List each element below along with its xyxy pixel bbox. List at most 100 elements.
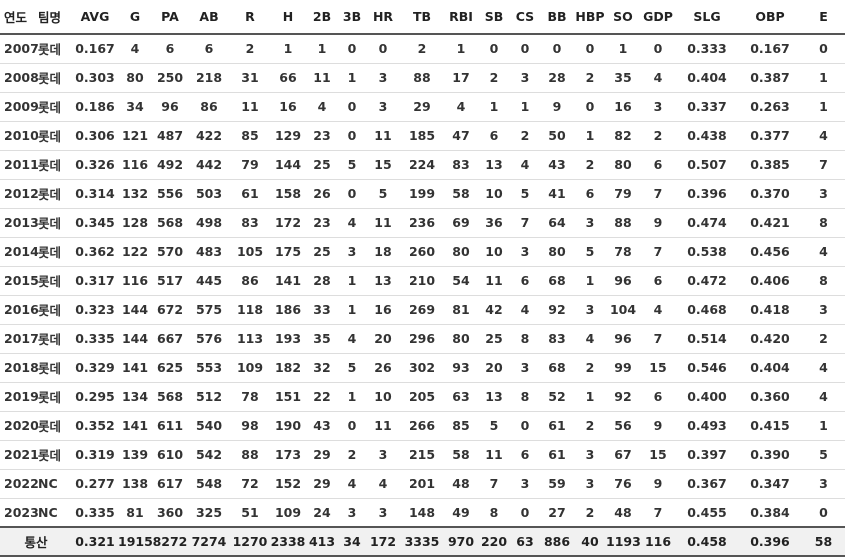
column-header: HBP <box>574 0 606 35</box>
table-row: 2023 NC 0.335 81 360 325 51 109 24 3 3 148 49 8 0 27 2 48… <box>0 498 845 528</box>
stat-cell: 205 <box>400 382 444 412</box>
stat-cell: 11 <box>230 92 270 122</box>
team-cell: NC <box>38 498 72 528</box>
stat-cell: 86 <box>188 92 230 122</box>
stat-cell: 625 <box>152 353 188 383</box>
year-cell: 2011 <box>0 150 38 180</box>
team-cell: 롯데 <box>38 150 72 180</box>
total-row: 통산 0.321 1915 8272 7274 1270 2338 413 34… <box>0 526 845 557</box>
stat-cell: 35 <box>606 63 640 93</box>
stat-cell: 10 <box>478 237 510 267</box>
column-header: SB <box>478 0 510 35</box>
stat-cell: 41 <box>540 179 574 209</box>
stat-cell: 98 <box>230 411 270 441</box>
stat-cell: 0.384 <box>738 498 802 528</box>
table-row: 2013 롯데 0.345 128 568 498 83 172 23 4 11 236 69 36 7 64… <box>0 208 845 238</box>
stat-cell: 0.418 <box>738 295 802 325</box>
table-row: 2016 롯데 0.323 144 672 575 118 186 33 1 16 269 81 42 4 9… <box>0 295 845 325</box>
stat-cell: 6 <box>188 34 230 64</box>
stat-cell: 0.319 <box>72 440 118 470</box>
stat-cell: 517 <box>152 266 188 296</box>
stat-cell: 0.385 <box>738 150 802 180</box>
stat-cell: 1 <box>270 34 306 64</box>
stat-cell: 325 <box>188 498 230 528</box>
stat-cell: 148 <box>400 498 444 528</box>
stat-cell: 34 <box>118 92 152 122</box>
stat-cell: 122 <box>118 237 152 267</box>
stat-cell: 83 <box>444 150 478 180</box>
team-cell: 롯데 <box>38 179 72 209</box>
stat-cell: 29 <box>306 440 338 470</box>
stat-cell: 1 <box>606 34 640 64</box>
stat-cell: 2 <box>510 121 540 151</box>
stat-cell: 9 <box>640 208 676 238</box>
team-cell: 롯데 <box>38 34 72 64</box>
stat-cell: 105 <box>230 237 270 267</box>
stat-cell: 0.546 <box>676 353 738 383</box>
stat-cell: 83 <box>540 324 574 354</box>
stat-cell: 85 <box>230 121 270 151</box>
stat-cell: 0.295 <box>72 382 118 412</box>
stat-cell: 51 <box>230 498 270 528</box>
stat-cell: 6 <box>640 150 676 180</box>
team-cell: 롯데 <box>38 237 72 267</box>
stat-cell: 0.455 <box>676 498 738 528</box>
stat-cell: 1 <box>510 92 540 122</box>
stat-cell: 78 <box>230 382 270 412</box>
total-cell: 34 <box>338 526 366 557</box>
stat-cell: 215 <box>400 440 444 470</box>
stat-cell: 617 <box>152 469 188 499</box>
stat-cell: 11 <box>366 208 400 238</box>
stat-cell: 0.263 <box>738 92 802 122</box>
stat-cell: 92 <box>540 295 574 325</box>
stat-cell: 67 <box>606 440 640 470</box>
stat-cell: 422 <box>188 121 230 151</box>
stat-cell: 3 <box>510 353 540 383</box>
stat-cell: 139 <box>118 440 152 470</box>
stat-cell: 4 <box>574 324 606 354</box>
stat-cell: 0.167 <box>72 34 118 64</box>
stat-cell: 672 <box>152 295 188 325</box>
column-header: BB <box>540 0 574 35</box>
team-cell: 롯데 <box>38 324 72 354</box>
stat-cell: 78 <box>606 237 640 267</box>
stat-cell: 4 <box>338 324 366 354</box>
table-row: 2009 롯데 0.186 34 96 86 11 16 4 0 3 29 4 1 1 9 0 16 3 0.337 0… <box>0 92 845 122</box>
stat-cell: 80 <box>444 324 478 354</box>
stat-cell: 5 <box>338 150 366 180</box>
stat-cell: 0.317 <box>72 266 118 296</box>
stat-cell: 610 <box>152 440 188 470</box>
team-cell: 롯데 <box>38 440 72 470</box>
stat-cell: 7 <box>510 208 540 238</box>
year-cell: 2018 <box>0 353 38 383</box>
stat-cell: 68 <box>540 353 574 383</box>
stat-cell: 4 <box>338 208 366 238</box>
stat-cell: 0.468 <box>676 295 738 325</box>
stat-cell: 5 <box>510 179 540 209</box>
stat-cell: 0 <box>366 34 400 64</box>
total-cell: 0.321 <box>72 526 118 557</box>
stat-cell: 540 <box>188 411 230 441</box>
stat-cell: 0.396 <box>676 179 738 209</box>
stat-cell: 128 <box>118 208 152 238</box>
stat-cell: 47 <box>444 121 478 151</box>
column-header: SO <box>606 0 640 35</box>
stat-cell: 199 <box>400 179 444 209</box>
stat-cell: 23 <box>306 208 338 238</box>
stat-cell: 0.456 <box>738 237 802 267</box>
stat-cell: 129 <box>270 121 306 151</box>
stat-cell: 503 <box>188 179 230 209</box>
stat-cell: 0.360 <box>738 382 802 412</box>
year-cell: 2016 <box>0 295 38 325</box>
stat-cell: 4 <box>366 469 400 499</box>
stat-cell: 576 <box>188 324 230 354</box>
stat-cell: 0.333 <box>676 34 738 64</box>
stat-cell: 0.314 <box>72 179 118 209</box>
stat-cell: 25 <box>478 324 510 354</box>
stat-cell: 25 <box>306 150 338 180</box>
stat-cell: 0.421 <box>738 208 802 238</box>
year-cell: 2017 <box>0 324 38 354</box>
year-cell: 2007 <box>0 34 38 64</box>
stat-cell: 3 <box>510 63 540 93</box>
